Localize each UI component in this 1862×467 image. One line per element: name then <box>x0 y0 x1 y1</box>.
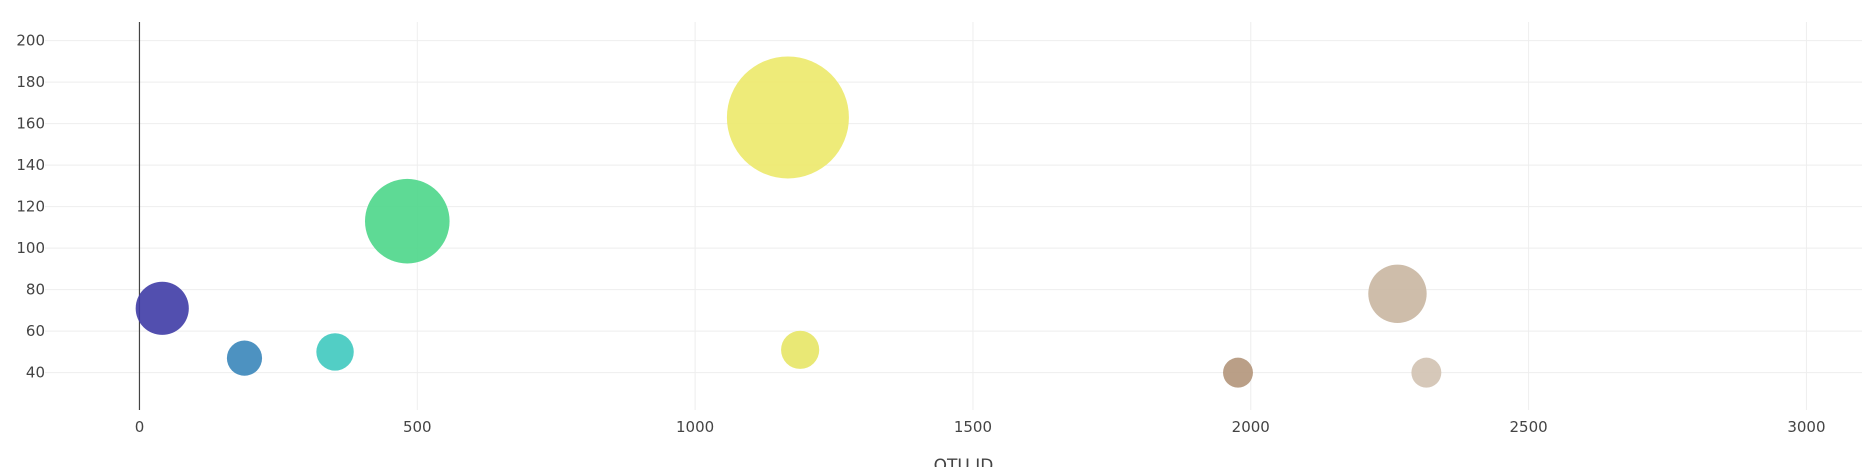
x-tick-label: 2500 <box>1510 418 1548 436</box>
y-tick-label: 120 <box>16 198 45 216</box>
y-tick-label: 140 <box>16 156 45 174</box>
x-axis-title: OTU ID <box>934 456 994 467</box>
x-tick-label: 1000 <box>676 418 714 436</box>
y-tick-label: 60 <box>26 322 45 340</box>
bubbles <box>135 56 1442 388</box>
x-tick-label: 3000 <box>1787 418 1825 436</box>
bubble-point[interactable] <box>781 330 820 369</box>
x-tick-label: 1500 <box>954 418 992 436</box>
y-tick-label: 100 <box>16 239 45 257</box>
bubble-point[interactable] <box>365 178 450 264</box>
y-tick-label: 180 <box>16 73 45 91</box>
grid-lines <box>45 22 1862 410</box>
bubble-point[interactable] <box>135 281 189 335</box>
y-tick-label: 200 <box>16 32 45 50</box>
bubble-point[interactable] <box>726 56 849 179</box>
y-tick-label: 80 <box>26 281 45 299</box>
tick-labels: 0 500 1000 1500 2000 2500 3000 40 60 80 100 120 140 1… <box>16 32 1825 436</box>
x-tick-label: 0 <box>135 418 145 436</box>
x-tick-label: 2000 <box>1232 418 1270 436</box>
bubble-point[interactable] <box>1411 357 1442 388</box>
x-tick-label: 500 <box>403 418 432 436</box>
y-tick-label: 40 <box>26 364 45 382</box>
bubble-point[interactable] <box>1223 357 1253 388</box>
bubble-point[interactable] <box>316 333 354 371</box>
bubble-point[interactable] <box>226 340 263 376</box>
y-tick-label: 160 <box>16 115 45 133</box>
bubble-point[interactable] <box>1368 264 1427 323</box>
